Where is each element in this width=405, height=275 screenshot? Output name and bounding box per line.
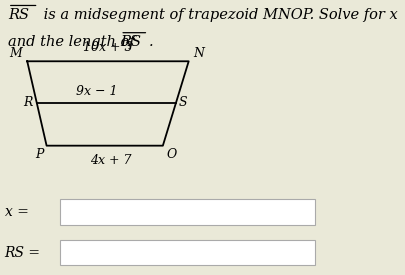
Text: is a midsegment of trapezoid MNOP. Solve for x: is a midsegment of trapezoid MNOP. Solve… xyxy=(38,8,396,22)
Text: N: N xyxy=(193,47,204,60)
Text: x =: x = xyxy=(4,205,28,219)
Text: 10x + 3: 10x + 3 xyxy=(83,42,132,54)
Text: RS =: RS = xyxy=(4,246,40,260)
Bar xyxy=(60,240,314,265)
Bar xyxy=(60,199,314,225)
Text: RS: RS xyxy=(8,8,29,22)
Text: R: R xyxy=(23,96,32,109)
Text: 4x + 7: 4x + 7 xyxy=(90,154,132,167)
Text: S: S xyxy=(179,96,187,109)
Text: O: O xyxy=(166,148,176,161)
Text: and the length of: and the length of xyxy=(8,35,139,50)
Text: M: M xyxy=(10,47,22,60)
Text: .: . xyxy=(148,35,153,50)
Text: 9x − 1: 9x − 1 xyxy=(76,85,117,98)
Text: RS: RS xyxy=(120,35,141,50)
Text: P: P xyxy=(35,148,43,161)
